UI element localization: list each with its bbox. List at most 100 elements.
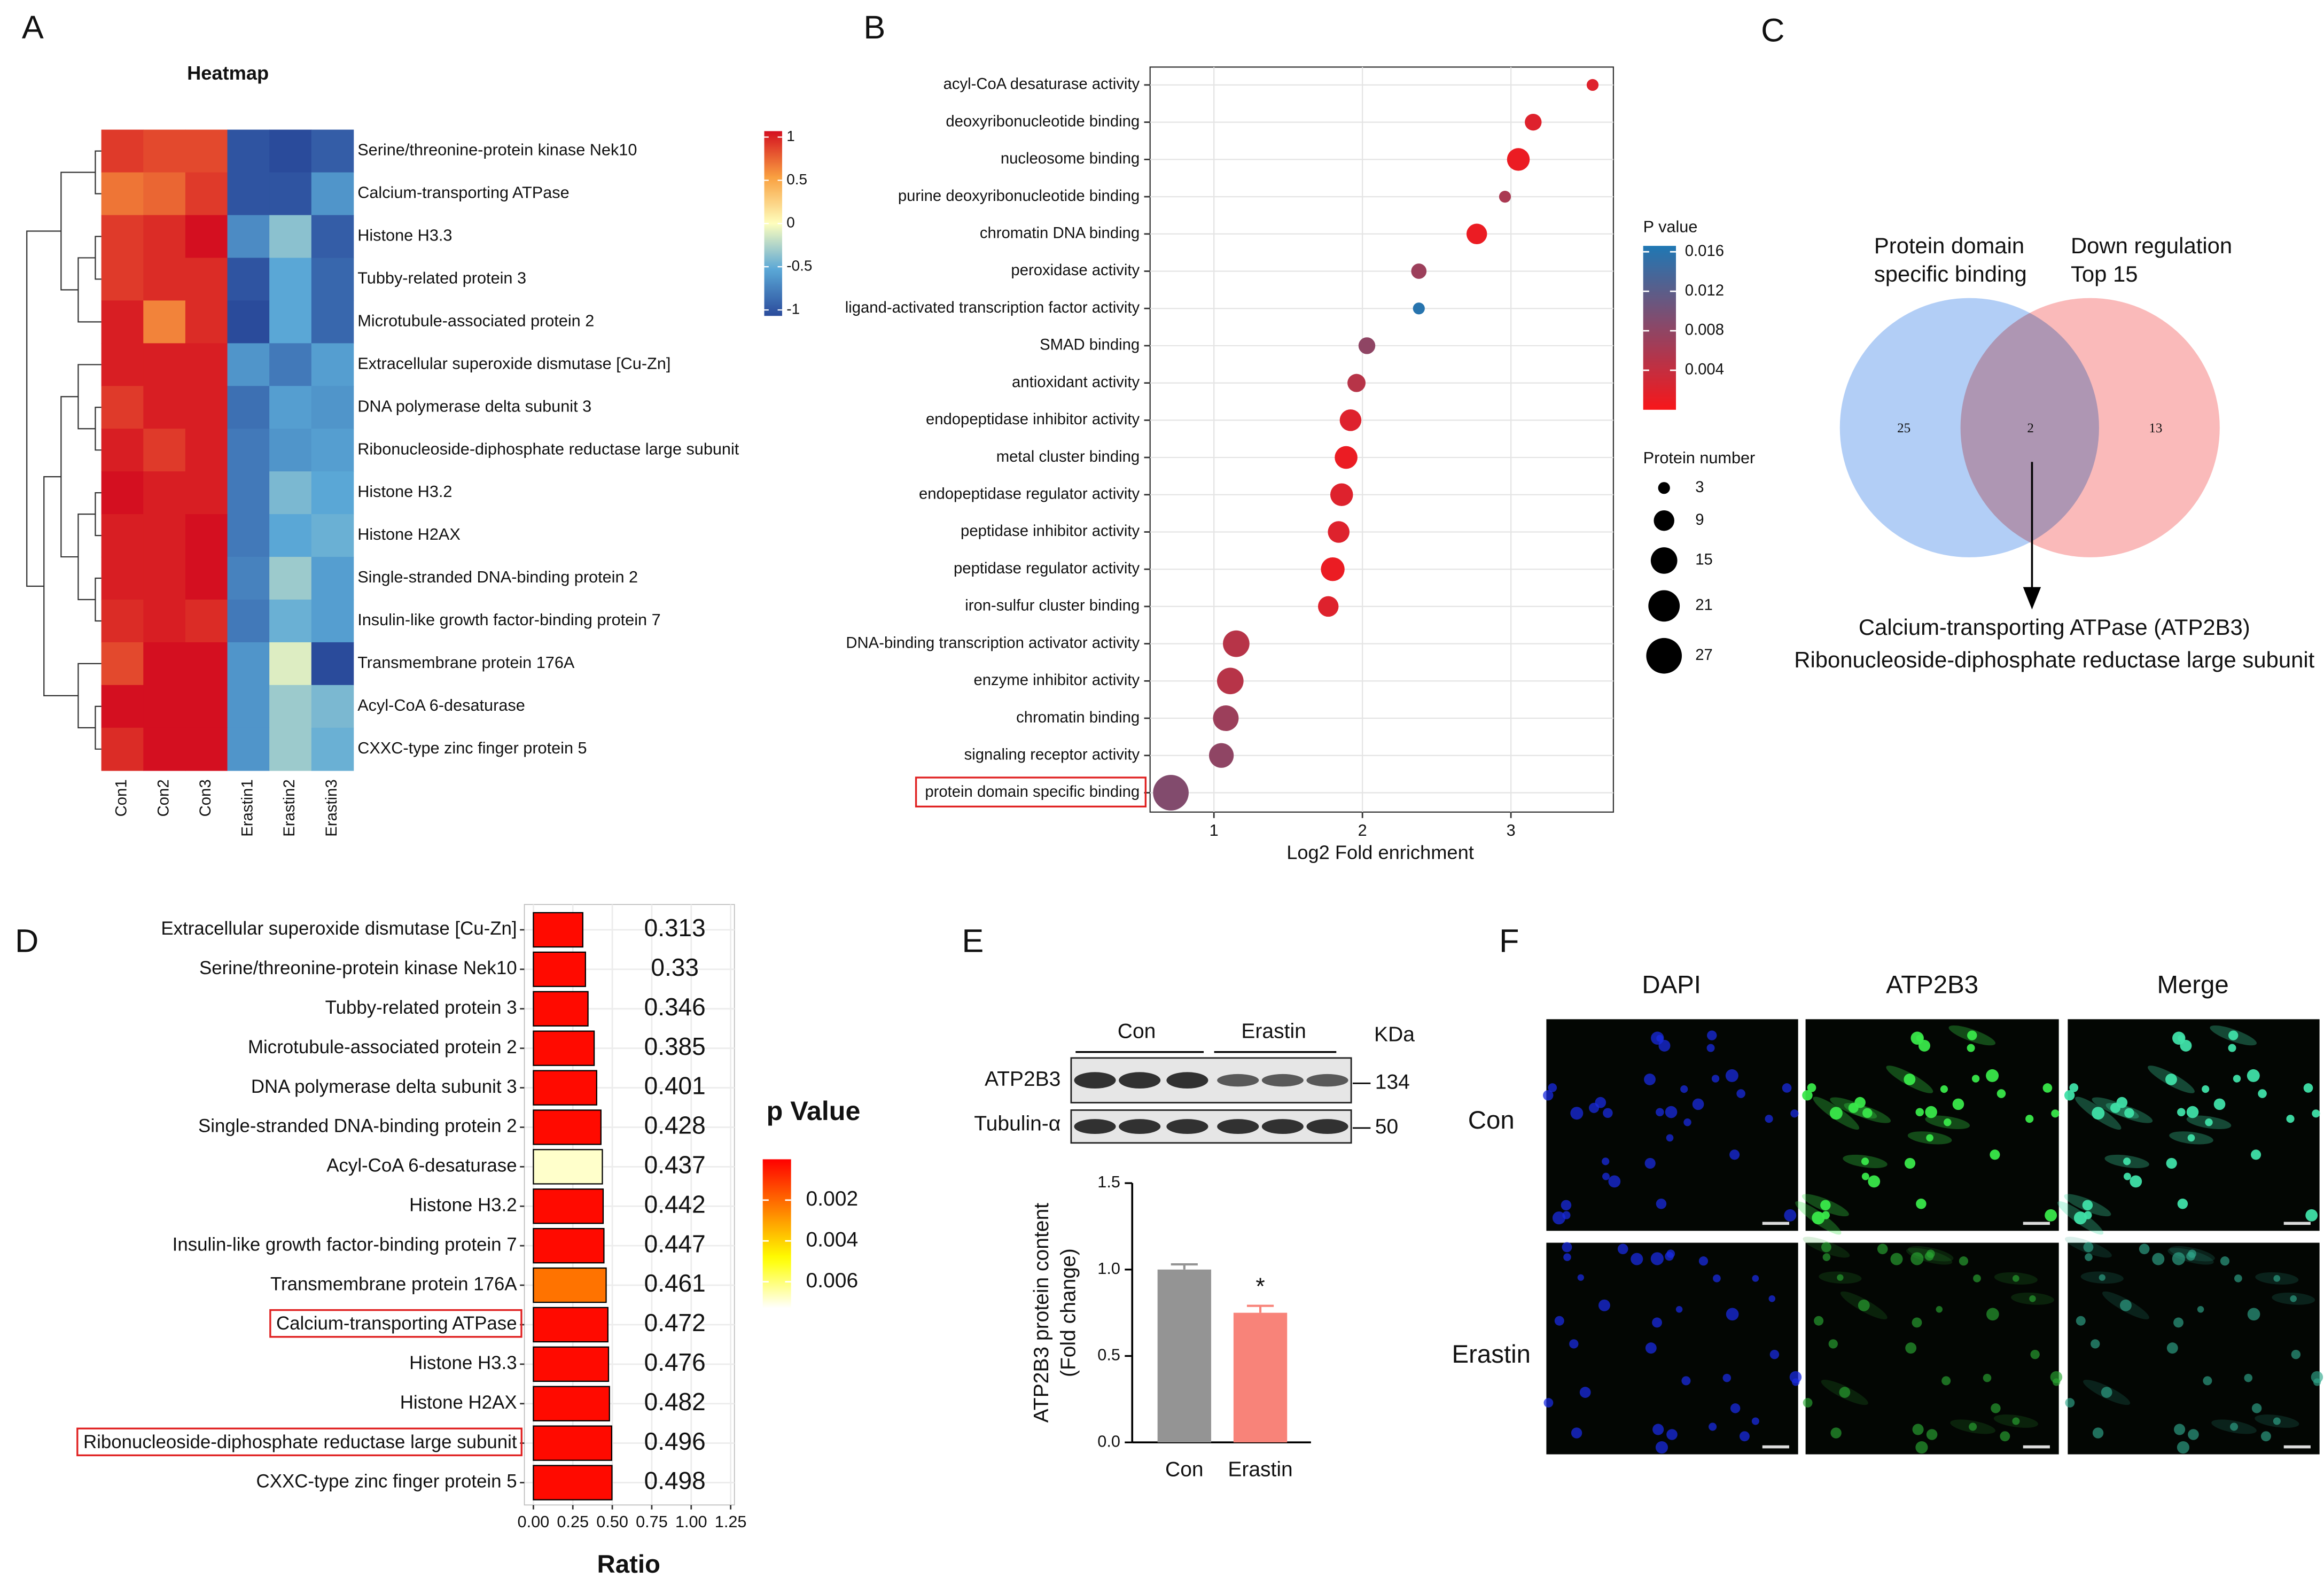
y-tick-label: endopeptidase inhibitor activity bbox=[926, 411, 1140, 428]
nucleus bbox=[2202, 1085, 2210, 1093]
row-label: Extracellular superoxide dismutase [Cu-Z… bbox=[357, 354, 670, 372]
nucleus bbox=[2053, 1378, 2061, 1386]
nucleus bbox=[2076, 1316, 2086, 1326]
nucleus bbox=[1652, 1317, 1663, 1328]
nucleus bbox=[1790, 1109, 1799, 1118]
row-label: Histone H3.2 bbox=[357, 483, 452, 501]
arrow-head bbox=[2023, 587, 2041, 610]
heat-cell bbox=[101, 727, 144, 771]
heat-cell bbox=[143, 172, 186, 216]
heat-cell bbox=[269, 215, 312, 259]
heat-cell bbox=[101, 514, 144, 557]
nucleus bbox=[2290, 1295, 2297, 1302]
nucleus bbox=[2251, 1149, 2261, 1160]
blot-group-label: Erastin bbox=[1241, 1020, 1306, 1043]
dendrogram-branch bbox=[95, 705, 102, 750]
heat-cell bbox=[143, 215, 186, 259]
colorbar-label: 0.016 bbox=[1685, 243, 1724, 260]
nucleus bbox=[2180, 1039, 2192, 1052]
blot-band bbox=[1306, 1119, 1348, 1134]
nucleus bbox=[1569, 1339, 1579, 1349]
venn-count: 13 bbox=[2149, 421, 2162, 436]
column-label: Con2 bbox=[155, 779, 172, 817]
value-label: 0.461 bbox=[644, 1269, 706, 1297]
nucleus bbox=[1918, 1039, 1930, 1052]
nucleus bbox=[1822, 1253, 1831, 1261]
heat-cell bbox=[143, 557, 186, 600]
blot-band-label: Tubulin-α bbox=[974, 1113, 1060, 1136]
dendrogram-branch bbox=[26, 230, 61, 587]
nucleus bbox=[2312, 1109, 2320, 1118]
bar bbox=[533, 1030, 595, 1066]
blot-band bbox=[1306, 1074, 1348, 1087]
heat-cell bbox=[311, 172, 354, 216]
legend-title: P value bbox=[1643, 218, 1698, 236]
nucleus bbox=[1924, 1251, 1934, 1261]
blot-membrane bbox=[1070, 1109, 1352, 1144]
heat-cell bbox=[143, 386, 186, 430]
nucleus bbox=[1707, 1030, 1717, 1040]
heat-cell bbox=[185, 600, 228, 643]
heat-cell bbox=[311, 215, 354, 259]
scale-bar bbox=[2283, 1445, 2311, 1449]
bubble bbox=[1153, 775, 1189, 811]
heat-cell bbox=[185, 300, 228, 344]
heat-cell bbox=[101, 429, 144, 472]
value-label: 0.401 bbox=[644, 1072, 706, 1100]
nucleus bbox=[1736, 1089, 1745, 1098]
size-legend-dot bbox=[1654, 510, 1674, 531]
dendrogram-branch bbox=[77, 663, 102, 728]
heat-cell bbox=[143, 600, 186, 643]
colorbar-label: -0.5 bbox=[786, 258, 812, 274]
nucleus bbox=[1751, 1417, 1759, 1425]
column-label: Con1 bbox=[113, 779, 130, 817]
row-label: Histone H2AX bbox=[357, 525, 461, 543]
nucleus bbox=[1916, 1198, 1927, 1209]
dendrogram-branch bbox=[95, 150, 102, 195]
nucleus bbox=[1579, 1387, 1591, 1398]
row-label: CXXC-type zinc finger protein 5 bbox=[357, 739, 587, 757]
blot-band bbox=[1074, 1119, 1116, 1134]
nucleus bbox=[2186, 1106, 2199, 1118]
nucleus bbox=[1858, 1299, 1870, 1311]
nucleus bbox=[1910, 1252, 1924, 1265]
nucleus bbox=[1665, 1251, 1674, 1261]
colorbar-label: -1 bbox=[786, 300, 800, 317]
nucleus bbox=[1675, 1306, 1683, 1313]
scale-bar bbox=[1762, 1222, 1789, 1225]
nucleus bbox=[1861, 1172, 1869, 1180]
micrograph bbox=[2068, 1019, 2320, 1231]
colorbar-label: 0.012 bbox=[1685, 282, 1724, 299]
heat-cell bbox=[227, 471, 270, 515]
panel-letter: E bbox=[962, 922, 984, 959]
nucleus bbox=[2130, 1175, 2142, 1188]
nucleus bbox=[1784, 1209, 1797, 1222]
y-tick-label: chromatin DNA binding bbox=[980, 225, 1140, 242]
nucleus bbox=[1862, 1108, 1873, 1118]
y-tick-label: enzyme inhibitor activity bbox=[974, 672, 1140, 689]
heat-cell bbox=[101, 300, 144, 344]
y-tick-label: Calcium-transporting ATPase bbox=[276, 1313, 517, 1334]
highlight-box bbox=[269, 1309, 522, 1338]
dendrogram-branch bbox=[95, 236, 102, 280]
heat-cell bbox=[269, 386, 312, 430]
row-label: Single-stranded DNA-binding protein 2 bbox=[357, 568, 638, 586]
nucleus bbox=[1967, 1030, 1977, 1040]
nucleus bbox=[2025, 1115, 2034, 1123]
value-label: 0.385 bbox=[644, 1032, 706, 1060]
nucleus bbox=[1680, 1085, 1688, 1093]
row-label: Acyl-CoA 6-desaturase bbox=[357, 696, 525, 714]
bar bbox=[533, 951, 586, 988]
nucleus bbox=[2244, 1373, 2253, 1382]
nucleus bbox=[2260, 1431, 2271, 1442]
heat-cell bbox=[101, 343, 144, 387]
chart-title: Heatmap bbox=[187, 62, 269, 84]
nucleus bbox=[1543, 1398, 1554, 1408]
y-tick-label: DNA-binding transcription activator acti… bbox=[846, 634, 1140, 651]
nucleus bbox=[1726, 1308, 1739, 1321]
row-label: Histone H3.3 bbox=[357, 227, 452, 245]
heat-cell bbox=[311, 471, 354, 515]
heat-cell bbox=[101, 215, 144, 259]
nucleus bbox=[2123, 1172, 2131, 1180]
nucleus bbox=[1782, 1083, 1792, 1093]
